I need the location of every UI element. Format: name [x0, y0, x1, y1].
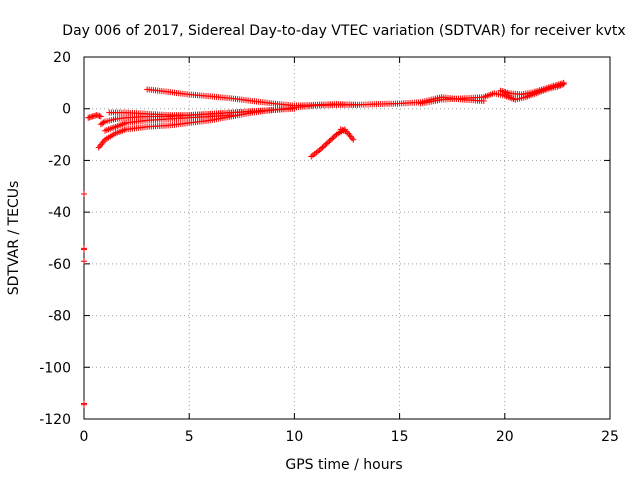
x-tick-label: 0 [80, 429, 89, 445]
data-point [330, 134, 337, 141]
series-track-early [85, 112, 104, 121]
series-track-mid-3 [106, 107, 277, 119]
chart-title: Day 006 of 2017, Sidereal Day-to-day VTE… [62, 23, 625, 39]
x-tick-label: 15 [391, 429, 409, 445]
y-tick-label: 20 [53, 50, 71, 66]
data-points [81, 79, 567, 408]
grid-lines [84, 57, 610, 419]
data-point [560, 79, 567, 86]
y-axis-label: SDTVAR / TECUs [6, 181, 22, 296]
data-point [316, 147, 323, 154]
data-point [320, 143, 327, 150]
data-point [81, 258, 87, 265]
y-tick-label: 0 [62, 102, 71, 118]
data-point [81, 191, 87, 198]
axis-ticks: 0 5 10 15 20 25 -120 -100 -80 -60 -40 -20 0 20 [39, 50, 619, 445]
data-point [329, 135, 336, 142]
data-point [323, 140, 330, 147]
data-point [81, 401, 87, 408]
data-point [326, 138, 333, 145]
data-point [327, 136, 334, 143]
plot-frame [83, 56, 611, 420]
y-tick-label: -20 [48, 153, 71, 169]
data-point [322, 141, 329, 148]
x-tick-label: 25 [601, 429, 619, 445]
data-point [97, 113, 104, 120]
data-point [270, 107, 277, 114]
data-point [100, 119, 107, 126]
series-track-late-2 [497, 79, 567, 98]
x-tick-label: 5 [185, 429, 194, 445]
data-point [291, 105, 298, 112]
data-point [332, 132, 339, 139]
series-outliers-left [81, 191, 87, 408]
data-point [319, 144, 326, 151]
x-tick-label: 10 [285, 429, 303, 445]
y-tick-label: -120 [39, 412, 71, 428]
y-tick-label: -60 [48, 257, 71, 273]
data-point [325, 139, 332, 146]
series-track-short [337, 126, 357, 143]
data-point [350, 136, 357, 143]
x-axis-label: GPS time / hours [285, 457, 402, 473]
y-tick-label: -40 [48, 205, 71, 221]
y-tick-label: -80 [48, 309, 71, 325]
data-point [318, 145, 325, 152]
data-point [81, 246, 87, 253]
y-tick-label: -100 [39, 360, 71, 376]
series-track-late [417, 81, 567, 107]
x-tick-label: 20 [496, 429, 514, 445]
